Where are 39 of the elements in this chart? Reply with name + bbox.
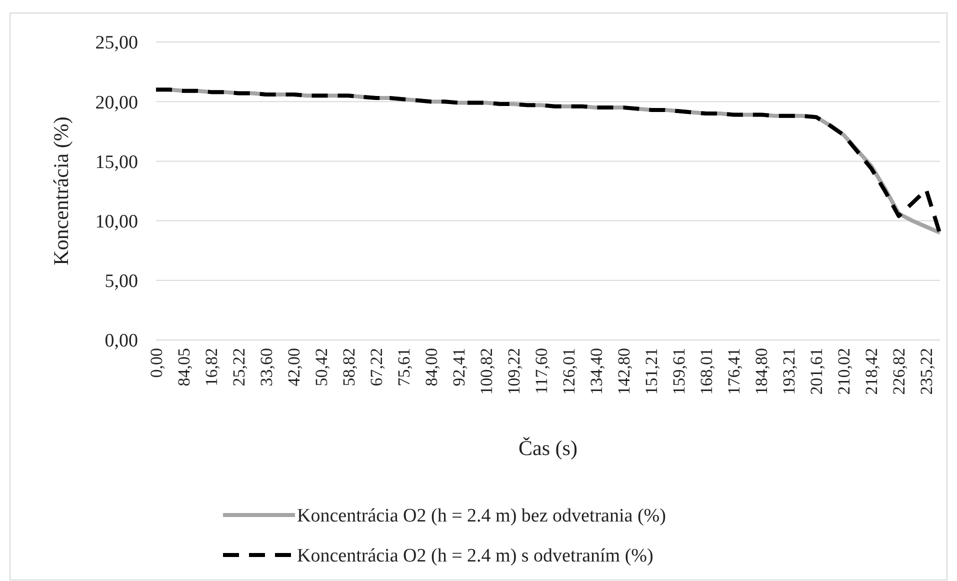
y-tick-label: 15,00	[95, 152, 138, 173]
x-tick-label: 67,22	[367, 348, 386, 386]
y-axis-title: Koncentrácia (%)	[49, 116, 73, 266]
x-tick-label: 193,21	[780, 348, 799, 395]
x-tick-label: 42,00	[284, 348, 304, 386]
y-tick-label: 5,00	[104, 271, 138, 292]
x-tick-label: 117,60	[532, 348, 552, 394]
x-tick-label: 210,02	[834, 348, 854, 395]
x-tick-label: 16,82	[202, 348, 221, 386]
x-tick-label: 168,01	[697, 348, 716, 395]
x-tick-label: 0,00	[146, 348, 166, 378]
x-tick-label: 75,61	[394, 348, 414, 386]
x-tick-label: 151,21	[642, 348, 662, 395]
x-tick-label: 50,42	[312, 348, 332, 386]
x-tick-label: 58,82	[340, 348, 359, 386]
x-tick-label: 218,42	[862, 348, 882, 395]
y-tick-label: 0,00	[104, 330, 138, 352]
x-tick-label: 33,60	[256, 348, 276, 386]
x-tick-label: 201,61	[807, 348, 826, 395]
x-tick-label: 235,22	[917, 348, 936, 395]
legend-label: Koncentrácia O2 (h = 2.4 m) bez odvetrania (%)	[297, 506, 666, 527]
x-tick-label: 109,22	[504, 348, 524, 395]
x-tick-label: 126,01	[560, 348, 579, 395]
x-tick-label: 92,41	[450, 348, 469, 386]
y-tick-label: 25,00	[95, 32, 138, 54]
y-tick-label: 10,00	[95, 211, 138, 232]
x-tick-label: 176,41	[724, 348, 744, 395]
x-tick-label: 134,40	[587, 348, 606, 395]
x-tick-label: 25,22	[229, 348, 248, 386]
x-tick-label: 142,80	[614, 348, 634, 395]
y-tick-label: 20,00	[95, 92, 138, 114]
x-tick-label: 84,00	[422, 348, 442, 386]
x-tick-label: 84,05	[174, 348, 194, 386]
x-tick-label: 226,82	[890, 348, 909, 395]
x-tick-label: 184,80	[752, 348, 772, 395]
x-tick-label: 100,82	[477, 348, 496, 395]
legend-label: Koncentrácia O2 (h = 2.4 m) s odvetraním (%)	[297, 546, 654, 567]
x-axis-title: Čas (s)	[518, 436, 578, 460]
x-tick-label: 159,61	[670, 348, 689, 395]
